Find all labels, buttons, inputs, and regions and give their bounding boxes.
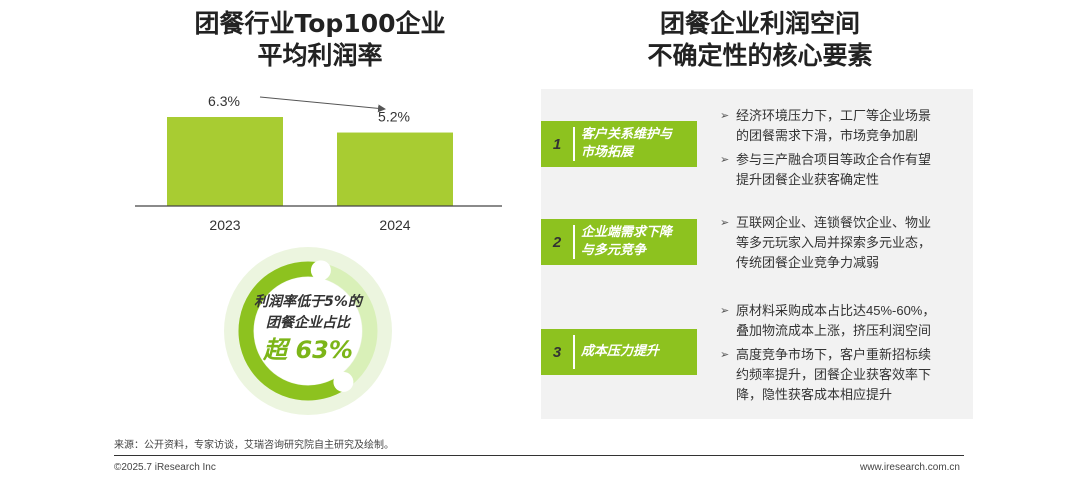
bullet-item: ➢ 互联网企业、连锁餐饮企业、物业 等多元玩家入局并探索多元业态， 传统团餐企业… [720, 213, 960, 273]
right-title-line1: 团餐企业利润空间 [659, 9, 860, 38]
bullet-text: 参与三产融合项目等政企合作有望 提升团餐企业获客确定性 [736, 152, 932, 187]
right-title: 团餐企业利润空间 不确定性的核心要素 [580, 8, 940, 72]
arrow-bullet-icon: ➢ [720, 154, 730, 166]
bullet-item: ➢ 经济环境压力下，工厂等企业场景 的团餐需求下滑，市场竞争加剧 [720, 106, 960, 146]
bar-value-label: 5.2% [378, 109, 410, 125]
factor-box-1: 1 客户关系维护与 市场拓展 [541, 121, 697, 167]
factor-divider [573, 127, 575, 161]
bar-value-label: 6.3% [208, 93, 240, 109]
factor-label: 企业端需求下降 与多元竞争 [581, 225, 673, 258]
bullet-item: ➢ 高度竞争市场下，客户重新招标续 约频率提升，团餐企业获客效率下 降，隐性获客… [720, 345, 960, 405]
bullet-text: 原材料采购成本占比达45%-60%， 叠加物流成本上涨，挤压利润空间 [736, 303, 936, 338]
website-link[interactable]: www.iresearch.com.cn [859, 462, 960, 473]
bar-2024 [337, 132, 453, 206]
left-title-line2: 平均利润率 [257, 41, 383, 70]
factor-divider [573, 225, 575, 259]
donut-center [254, 277, 362, 385]
factor-number: 2 [552, 233, 562, 251]
bullet-item: ➢ 参与三产融合项目等政企合作有望 提升团餐企业获客确定性 [720, 150, 960, 190]
donut-label-line2: 团餐企业占比 [266, 315, 350, 331]
arrow-bullet-icon: ➢ [720, 110, 730, 122]
bullet-text: 高度竞争市场下，客户重新招标续 约频率提升，团餐企业获客效率下 降，隐性获客成本… [736, 347, 932, 402]
factor-number: 3 [552, 343, 562, 361]
factor-box-3: 3 成本压力提升 [541, 329, 697, 375]
factor-box-2: 2 企业端需求下降 与多元竞争 [541, 219, 697, 265]
factor-divider [573, 335, 575, 369]
source-note: 来源：公开资料，专家访谈，艾瑞咨询研究院自主研究及绘制。 [114, 440, 394, 451]
donut-end-dot [333, 371, 354, 392]
category-label: 2024 [379, 217, 410, 233]
donut-label-line1: 利润率低于5%的 [254, 294, 362, 310]
bullet-item: ➢ 原材料采购成本占比达45%-60%， 叠加物流成本上涨，挤压利润空间 [720, 301, 960, 341]
left-title: 团餐行业Top100企业 平均利润率 [150, 8, 490, 72]
trend-arrow [259, 96, 386, 113]
factor-number: 1 [552, 135, 562, 153]
right-title-line2: 不确定性的核心要素 [647, 41, 873, 70]
bullet-text: 互联网企业、连锁餐饮企业、物业 等多元玩家入局并探索多元业态， 传统团餐企业竞争… [736, 215, 932, 270]
factor-label: 客户关系维护与 市场拓展 [581, 127, 673, 160]
donut-value-label: 超 63% [263, 336, 353, 364]
arrow-bullet-icon: ➢ [720, 217, 730, 229]
donut-start-dot [310, 260, 331, 281]
copyright-text: ©2025.7 iResearch Inc [114, 462, 216, 473]
bullet-text: 经济环境压力下，工厂等企业场景 的团餐需求下滑，市场竞争加剧 [736, 108, 932, 143]
category-label: 2023 [209, 217, 240, 233]
bar-2023 [167, 117, 283, 206]
arrow-bullet-icon: ➢ [720, 305, 730, 317]
share-donut-chart [224, 247, 392, 415]
profit-margin-bar-chart: 6.3% 2023 5.2% 2024 [135, 93, 502, 233]
footer-divider [114, 455, 964, 456]
left-title-line1: 团餐行业Top100企业 [194, 9, 446, 38]
arrow-bullet-icon: ➢ [720, 349, 730, 361]
factor-label: 成本压力提升 [581, 344, 660, 359]
